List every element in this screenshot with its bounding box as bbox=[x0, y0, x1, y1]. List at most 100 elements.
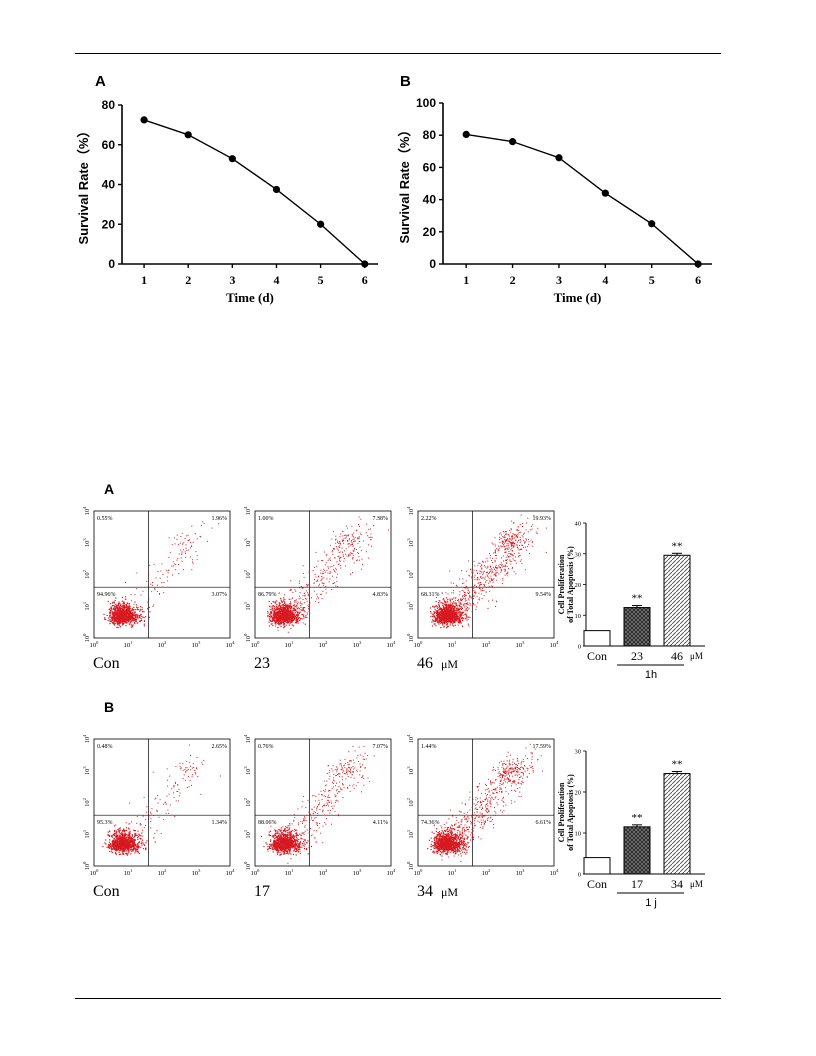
cell-dot bbox=[130, 842, 132, 844]
cell-dot bbox=[143, 617, 145, 619]
cell-dot bbox=[495, 567, 496, 568]
cell-dot bbox=[307, 592, 308, 594]
cell-dot bbox=[471, 586, 473, 588]
cell-dot bbox=[289, 609, 291, 611]
cell-dot bbox=[117, 612, 119, 614]
cell-dot bbox=[514, 542, 516, 544]
cell-dot bbox=[460, 617, 463, 620]
cell-dot bbox=[152, 605, 154, 607]
cell-dot bbox=[120, 613, 122, 615]
x-log-tick-label: 101 bbox=[124, 640, 133, 649]
bar-y-label-line2: of Total Apoptosis (%) bbox=[566, 546, 575, 623]
bar-y-tick-label: 10 bbox=[575, 613, 582, 620]
cell-dot bbox=[124, 618, 126, 620]
cell-dot bbox=[121, 847, 123, 849]
cell-dot bbox=[444, 610, 446, 613]
cell-dot bbox=[442, 599, 444, 601]
cell-dot bbox=[324, 585, 326, 587]
cell-dot bbox=[489, 581, 491, 583]
cell-dot bbox=[134, 594, 136, 596]
cell-dot bbox=[457, 609, 460, 611]
cell-dot bbox=[294, 603, 296, 605]
cell-dot bbox=[489, 590, 491, 592]
cell-dot bbox=[463, 587, 465, 589]
cell-dot bbox=[293, 613, 295, 615]
cell-dot bbox=[335, 585, 337, 587]
cell-dot bbox=[488, 600, 490, 602]
cell-dot bbox=[283, 607, 285, 609]
cell-dot bbox=[353, 538, 355, 540]
y-log-tick-label: 100 bbox=[243, 633, 252, 643]
cell-dot bbox=[116, 831, 118, 833]
cell-dot bbox=[339, 543, 341, 545]
cell-dot bbox=[140, 835, 142, 837]
tick-exponent: 0 bbox=[82, 633, 87, 636]
cell-dot bbox=[131, 609, 133, 611]
cell-dot bbox=[353, 532, 355, 534]
cell-dot bbox=[436, 610, 439, 612]
cell-dot bbox=[467, 587, 469, 589]
cell-dot bbox=[508, 551, 510, 552]
cell-dot bbox=[137, 617, 139, 619]
cell-dot bbox=[504, 535, 506, 537]
tick-base: 10 bbox=[408, 541, 415, 548]
cell-dot bbox=[326, 586, 328, 588]
cell-dot bbox=[512, 546, 514, 547]
cell-dot bbox=[122, 844, 124, 846]
cell-dot bbox=[346, 527, 348, 529]
tick-base: 10 bbox=[408, 509, 415, 516]
cell-dot bbox=[446, 614, 448, 616]
cell-dot bbox=[295, 607, 297, 609]
cell-dot bbox=[287, 612, 289, 614]
cell-dot bbox=[308, 571, 310, 573]
cell-dot bbox=[120, 617, 122, 619]
cell-dot bbox=[121, 832, 123, 834]
y-tick-label: 20 bbox=[423, 225, 437, 239]
cell-dot bbox=[121, 839, 123, 841]
cell-dot bbox=[436, 618, 438, 620]
cell-dot bbox=[451, 617, 454, 619]
cell-dot bbox=[277, 612, 279, 614]
cell-dot bbox=[125, 610, 127, 612]
cell-dot bbox=[116, 618, 118, 620]
cell-dot bbox=[353, 549, 355, 551]
cell-dot bbox=[454, 599, 456, 601]
cell-dot bbox=[118, 841, 120, 843]
cell-dot bbox=[445, 607, 447, 609]
cell-dot bbox=[301, 609, 303, 611]
cell-dot bbox=[348, 555, 349, 557]
cell-dot bbox=[444, 609, 446, 611]
cell-dot bbox=[155, 577, 157, 579]
cell-dot bbox=[281, 616, 283, 618]
cell-dot bbox=[296, 620, 298, 622]
cell-dot bbox=[329, 544, 331, 546]
cell-dot bbox=[283, 612, 285, 614]
cell-dot bbox=[130, 617, 132, 619]
cell-dot bbox=[109, 619, 111, 621]
cell-dot bbox=[439, 609, 441, 611]
cell-dot bbox=[114, 840, 116, 842]
cell-dot bbox=[302, 565, 304, 567]
cell-dot bbox=[318, 597, 319, 599]
cell-dot bbox=[148, 606, 150, 608]
cell-dot bbox=[280, 605, 282, 607]
cell-dot bbox=[448, 607, 450, 608]
cell-dot bbox=[293, 619, 295, 621]
cell-dot bbox=[485, 591, 487, 593]
cell-dot bbox=[109, 620, 111, 623]
cell-dot bbox=[123, 613, 125, 615]
cell-dot bbox=[343, 558, 345, 559]
cell-dot bbox=[128, 607, 130, 609]
cell-dot bbox=[462, 619, 464, 621]
cell-dot bbox=[302, 599, 304, 600]
cell-dot bbox=[123, 618, 125, 621]
cell-dot bbox=[302, 595, 304, 597]
panel-letter: B bbox=[400, 73, 411, 90]
cell-dot bbox=[292, 615, 294, 617]
cell-dot bbox=[289, 618, 292, 620]
cell-dot bbox=[505, 531, 506, 532]
cell-dot bbox=[142, 609, 144, 611]
cell-dot bbox=[448, 604, 450, 606]
cell-dot bbox=[349, 543, 351, 545]
cell-dot bbox=[451, 618, 453, 620]
